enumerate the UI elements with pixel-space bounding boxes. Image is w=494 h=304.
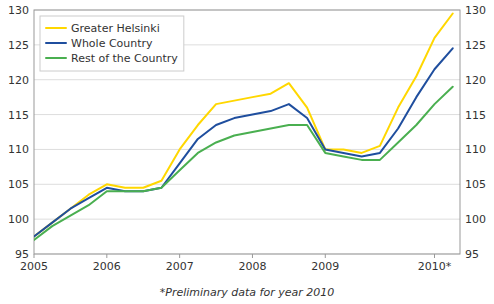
series-line [34,87,453,240]
series-line [34,48,453,236]
x-tick [34,254,35,258]
y2-axis: 95 100 105 110 115 120 125 130 [465,4,486,261]
grid-line [34,219,460,220]
legend: Greater Helsinki Whole Country Rest of the… [40,16,184,71]
x-tick [252,254,253,258]
y-tick-label: 110 [8,143,29,156]
grid [34,10,460,254]
y-tick-label: 105 [8,178,29,191]
y-tick-label: 100 [8,213,29,226]
x-tick-label: 2008 [238,260,266,273]
legend-label: Whole Country [71,37,153,50]
y2-tick-label: 100 [465,213,486,226]
y2-tick-label: 120 [465,74,486,87]
y2-tick-label: 110 [465,143,486,156]
x-axis: 2005 2006 2007 2008 2009 2010* [20,254,452,273]
y-tick-label: 115 [8,109,29,122]
y-tick-label: 120 [8,74,29,87]
x-tick [434,254,435,258]
legend-swatch [46,57,66,59]
x-tick-label: 2005 [20,260,48,273]
x-tick-label: 2010* [418,260,452,273]
x-tick [179,254,180,258]
legend-swatch [46,42,66,44]
legend-box [40,16,184,71]
legend-label: Rest of the Country [71,52,178,65]
x-tick-label: 2006 [93,260,121,273]
grid-line [34,149,460,150]
chart: 9510010511011512012513095100105110115120… [0,0,494,304]
x-tick-label: 2007 [166,260,194,273]
footnote: *Preliminary data for year 2010 [160,286,334,299]
y2-tick-label: 115 [465,109,486,122]
y2-tick-label: 105 [465,178,486,191]
lines [34,13,453,240]
y-axis: 95100105110115120125130 [8,4,29,261]
legend-swatch [46,27,66,29]
x-tick-label: 2009 [311,260,339,273]
x-tick [325,254,326,258]
x-tick [106,254,107,258]
y-tick-label: 130 [8,4,29,17]
y2-tick-label: 130 [465,4,486,17]
series-line [34,13,453,236]
plot-frame [34,10,460,254]
y-tick-label: 125 [8,39,29,52]
grid-line [34,184,460,185]
grid-line [34,79,460,80]
y2-tick-label: 95 [465,248,479,261]
y2-tick-label: 125 [465,39,486,52]
legend-label: Greater Helsinki [71,22,160,35]
